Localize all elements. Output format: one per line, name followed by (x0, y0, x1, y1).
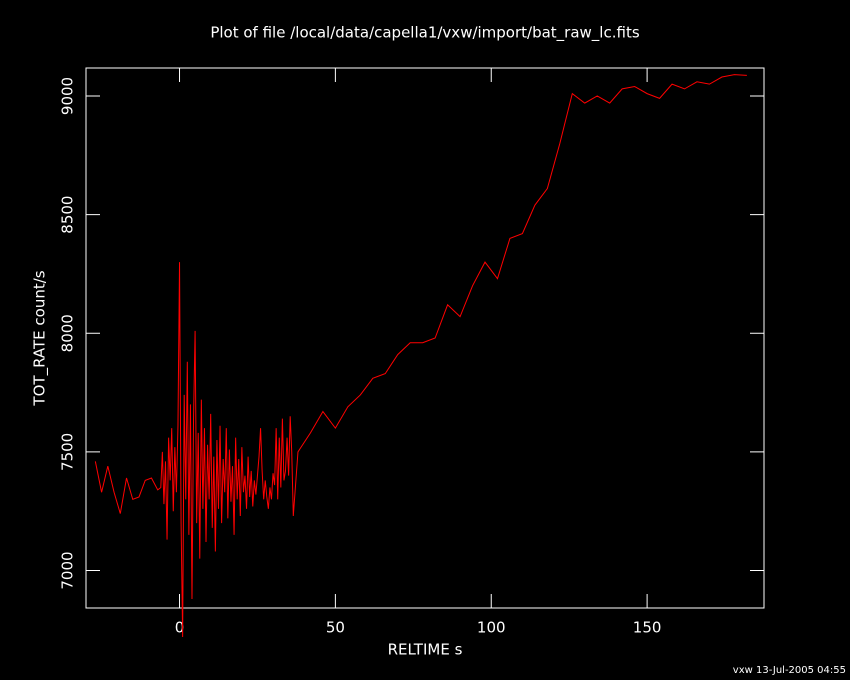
x-axis-label: RELTIME s (388, 641, 463, 659)
x-tick-label: 150 (633, 619, 662, 637)
y-axis-label: TOT_RATE count/s (31, 270, 50, 406)
y-tick-label: 9000 (59, 77, 77, 115)
y-tick-label: 7500 (59, 433, 77, 471)
x-tick-label: 50 (326, 619, 345, 637)
footer: vxw 13-Jul-2005 04:55 (733, 665, 846, 676)
y-tick-label: 8000 (59, 314, 77, 352)
plot-frame (85, 67, 765, 609)
chart-title: Plot of file /local/data/capella1/vxw/im… (210, 24, 639, 43)
x-tick-label: 0 (175, 619, 185, 637)
data-line (94, 74, 747, 637)
x-tick-label: 100 (477, 619, 506, 637)
y-tick-label: 7000 (59, 551, 77, 589)
y-tick-label: 8500 (59, 196, 77, 234)
